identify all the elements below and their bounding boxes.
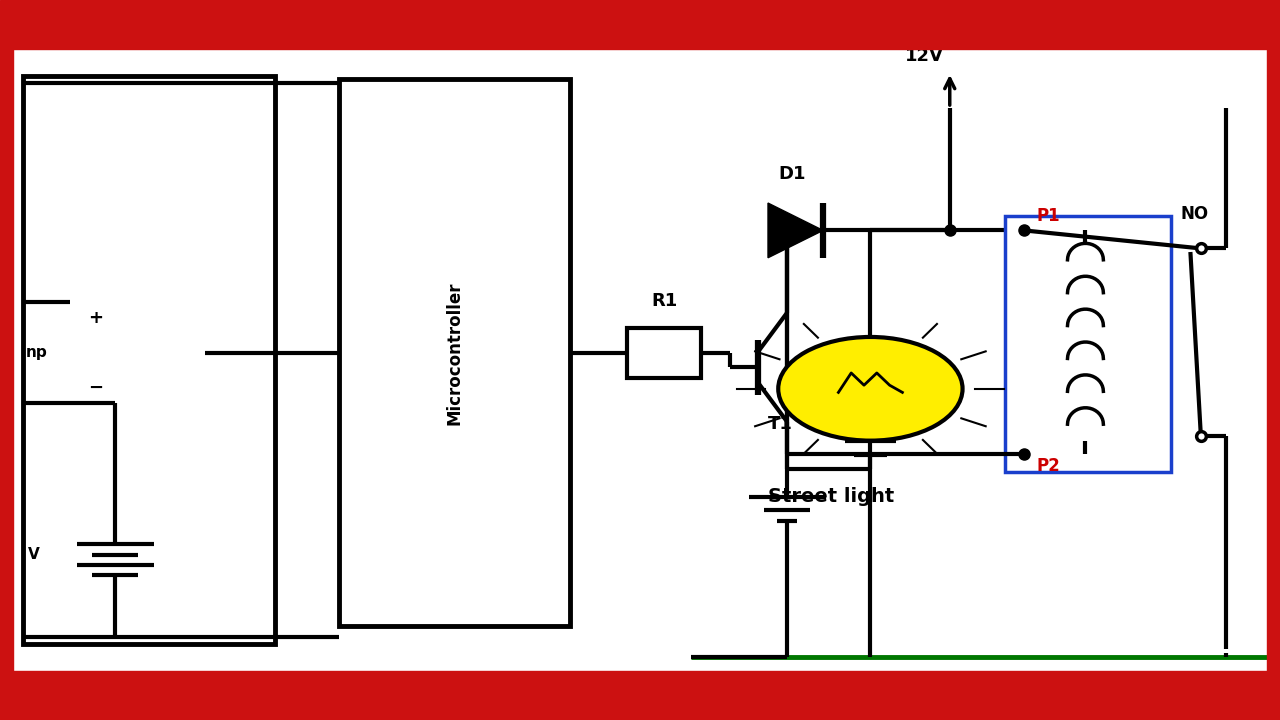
Text: P1: P1	[1037, 207, 1060, 225]
Text: P2: P2	[1037, 457, 1061, 475]
Bar	[0, 49, 13, 671]
Polygon shape	[768, 203, 823, 258]
Text: +: +	[88, 309, 104, 327]
Text: Microcontroller: Microcontroller	[445, 281, 463, 425]
Text: np: np	[26, 346, 47, 360]
Bar	[0, 671, 1280, 720]
Circle shape	[778, 337, 963, 441]
Text: V: V	[28, 547, 40, 562]
Text: R1: R1	[652, 292, 677, 310]
Text: T1: T1	[768, 415, 792, 433]
Bar	[339, 79, 570, 626]
Bar	[23, 76, 275, 644]
Text: Street light: Street light	[768, 487, 895, 506]
Bar	[1267, 49, 1280, 671]
Text: D1: D1	[778, 165, 806, 183]
Text: −: −	[88, 379, 104, 397]
Text: 12V: 12V	[905, 47, 943, 65]
Bar	[627, 328, 701, 378]
Bar	[1005, 216, 1171, 472]
Bar	[0, 0, 1280, 49]
Text: NO: NO	[1180, 205, 1208, 223]
